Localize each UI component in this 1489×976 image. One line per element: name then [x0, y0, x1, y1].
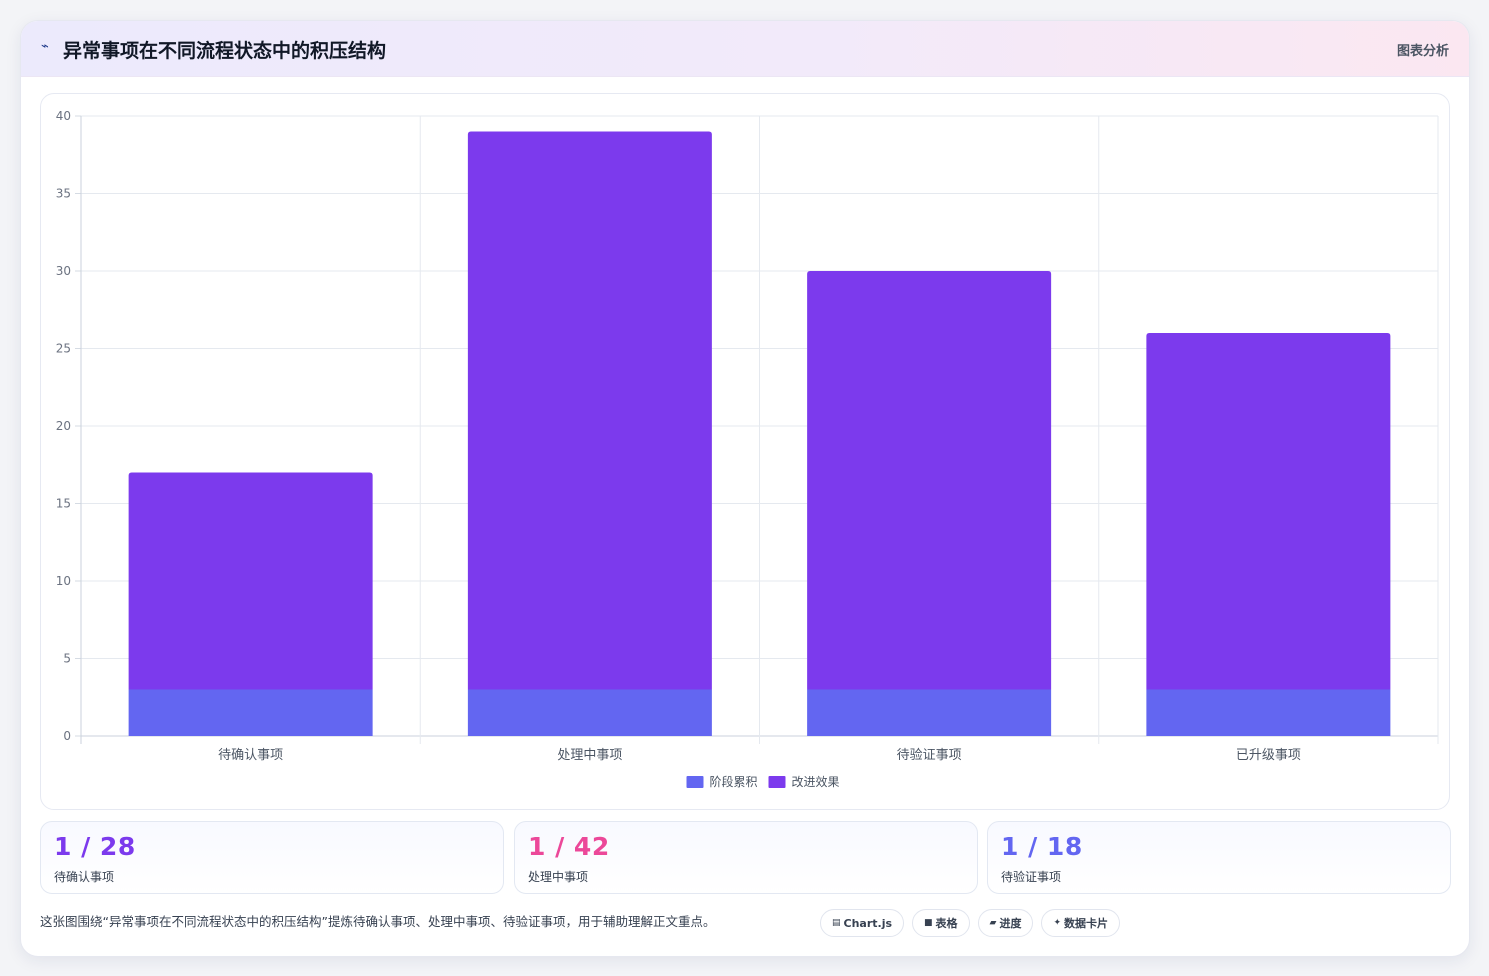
y-tick-label: 0: [63, 729, 71, 743]
header-tag: 图表分析: [1396, 44, 1449, 59]
stat-label: 待验证事项: [1001, 870, 1062, 884]
y-tick-label: 40: [56, 109, 71, 123]
table-icon: ■: [924, 918, 933, 928]
chip-data-card[interactable]: ✦ 数据卡片: [1041, 909, 1121, 937]
progress-icon: ▰: [989, 918, 997, 928]
legend-swatch[interactable]: [686, 776, 704, 788]
stat-label: 待确认事项: [54, 870, 115, 884]
chart-card: ⌁ 异常事项在不同流程状态中的积压结构 图表分析 0 5 10 15 20 25 30 35 4…: [20, 20, 1470, 957]
chip-progress[interactable]: ▰ 进度: [977, 909, 1034, 937]
y-tick-label: 35: [56, 187, 71, 201]
y-tick-label: 25: [56, 342, 71, 356]
chart-line-icon: ⌁: [41, 39, 49, 54]
bar-2-2[interactable]: [467, 131, 712, 690]
summary-text: 这张图围绕“异常事项在不同流程状态中的积压结构”提炼待确认事项、处理中事项、待验…: [40, 914, 716, 929]
chip-label: Chart.js: [843, 916, 893, 930]
legend-swatch[interactable]: [768, 776, 786, 788]
stat-card-3: 1 / 18 待验证事项: [987, 821, 1451, 894]
legend-label[interactable]: 阶段累积: [710, 774, 758, 789]
stat-value: 1 / 28: [54, 832, 136, 861]
stat-card-1: 1 / 28 待确认事项: [40, 821, 504, 894]
bar-1-1[interactable]: [128, 689, 373, 737]
y-tick-label: 10: [56, 574, 71, 588]
chip-table[interactable]: ■ 表格: [912, 909, 970, 937]
stat-card-2: 1 / 42 处理中事项: [514, 821, 978, 894]
bar-1-2[interactable]: [467, 689, 712, 737]
chip-row: ▤ Chart.js ■ 表格 ▰ 进度 ✦ 数据卡片: [820, 909, 1121, 937]
chart-panel: 0 5 10 15 20 25 30 35 40 待确认事项 处理中事项 待验证事项 已升级事项 阶段累…: [40, 93, 1450, 810]
x-tick-label: 待确认事项: [218, 748, 283, 763]
sparkle-icon: ✦: [1053, 918, 1062, 928]
chip-label: 数据卡片: [1064, 917, 1109, 930]
bar-1-4[interactable]: [1146, 689, 1391, 737]
chart-icon: ▤: [832, 918, 841, 928]
bar-chart: 0 5 10 15 20 25 30 35 40 待确认事项 处理中事项 待验证事项 已升级事项 阶段累…: [56, 109, 1439, 789]
y-tick-label: 20: [56, 419, 71, 433]
stat-value: 1 / 42: [528, 832, 610, 861]
stat-label: 处理中事项: [528, 870, 589, 884]
bar-1-3[interactable]: [807, 689, 1052, 737]
x-tick-label: 待验证事项: [897, 747, 962, 763]
stat-value: 1 / 18: [1001, 832, 1083, 861]
legend-label[interactable]: 改进效果: [792, 774, 840, 789]
card-header: ⌁ 异常事项在不同流程状态中的积压结构 图表分析: [21, 21, 1469, 77]
y-tick-label: 30: [56, 264, 71, 278]
y-tick-label: 15: [56, 497, 71, 511]
bar-2-3[interactable]: [807, 271, 1052, 690]
chip-label: 表格: [935, 917, 958, 930]
y-tick-label: 5: [63, 652, 71, 666]
x-tick-label: 已升级事项: [1236, 748, 1301, 763]
x-tick-label: 处理中事项: [557, 748, 622, 763]
bar-2-4[interactable]: [1146, 333, 1391, 690]
bar-2-1[interactable]: [128, 472, 373, 690]
chip-label: 进度: [999, 917, 1022, 930]
chip-chartjs[interactable]: ▤ Chart.js: [820, 909, 905, 937]
card-title: 异常事项在不同流程状态中的积压结构: [63, 40, 387, 62]
